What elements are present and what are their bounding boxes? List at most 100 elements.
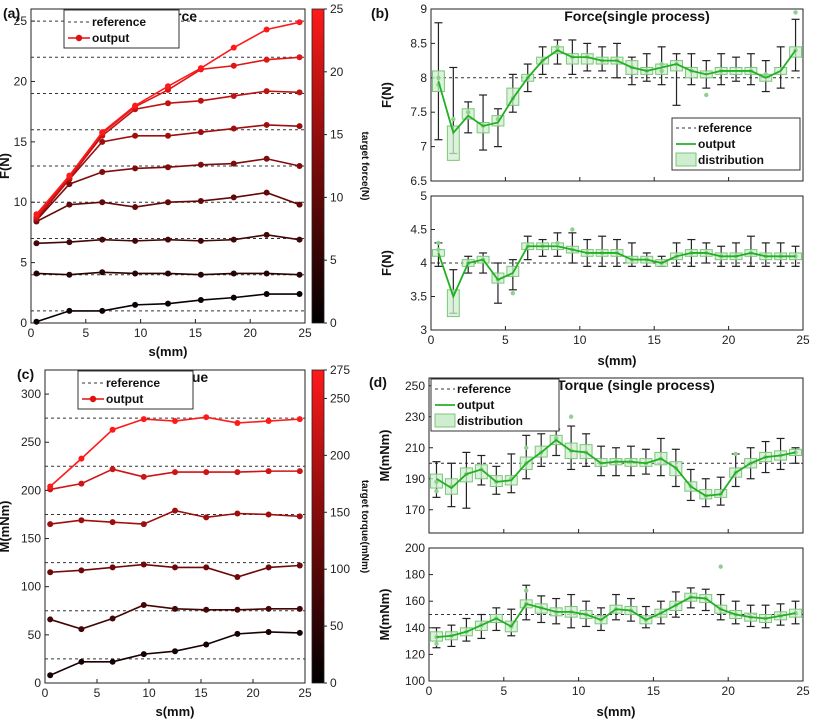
distribution-point bbox=[704, 92, 709, 98]
output-point bbox=[203, 641, 210, 648]
output-point bbox=[47, 521, 54, 528]
axes-b1: 6.5 7 7.5 8 8.5 9 bbox=[410, 2, 804, 188]
legend-output-label: output bbox=[457, 398, 494, 412]
output-point bbox=[296, 291, 303, 298]
y-tick-label: 20 bbox=[14, 74, 28, 88]
x-tick-label: 20 bbox=[244, 326, 258, 340]
output-point bbox=[47, 483, 54, 490]
distribution-point bbox=[793, 10, 798, 15]
legend-reference-label: reference bbox=[457, 382, 511, 396]
output-point bbox=[296, 605, 303, 612]
y-tick-label: 180 bbox=[405, 568, 425, 582]
y-tick-label: 10 bbox=[14, 195, 28, 209]
output-point bbox=[172, 564, 178, 571]
y-tick-label: 160 bbox=[405, 594, 425, 608]
legend-reference-label: reference bbox=[92, 15, 146, 29]
x-tick-label: 15 bbox=[647, 684, 661, 698]
plot-a: (a)Forces(mm)F(N)referenceoutput05101520… bbox=[0, 2, 370, 359]
output-point bbox=[132, 301, 139, 308]
distribution-point bbox=[434, 634, 439, 640]
output-point bbox=[172, 507, 178, 514]
y-tick-label: 8.5 bbox=[410, 36, 427, 50]
output-point bbox=[230, 92, 237, 99]
x-tick-label: 25 bbox=[298, 326, 312, 340]
output-point bbox=[296, 54, 303, 61]
plot-b1: (b) Force(single process) F(N) reference out… bbox=[371, 5, 803, 171]
output-point bbox=[132, 237, 139, 244]
output-point bbox=[203, 606, 210, 613]
legend-distribution-swatch bbox=[675, 152, 697, 167]
y-tick-label: 9 bbox=[420, 2, 427, 16]
colorbar-tick-label: 0 bbox=[330, 316, 337, 330]
x-tick-label: 15 bbox=[194, 686, 208, 700]
y-tick-label: 100 bbox=[405, 674, 425, 688]
x-tick-label: 20 bbox=[246, 686, 260, 700]
output-point bbox=[165, 199, 171, 206]
distribution-point bbox=[555, 44, 560, 50]
colorbar-tick-label: 200 bbox=[330, 448, 350, 462]
output-point bbox=[78, 658, 85, 665]
output-point bbox=[197, 237, 204, 244]
colorbar-gradient bbox=[311, 369, 325, 684]
x-tick-label: 20 bbox=[722, 333, 736, 347]
distribution-point bbox=[434, 641, 439, 646]
output-point bbox=[172, 418, 178, 425]
output-point bbox=[165, 83, 171, 90]
y-tick-label: 140 bbox=[405, 621, 425, 635]
distribution-point bbox=[436, 75, 441, 81]
y-tick-label: 0 bbox=[34, 676, 41, 690]
panel-label: (a) bbox=[3, 5, 20, 21]
output-point bbox=[296, 468, 303, 475]
output-point bbox=[296, 201, 303, 208]
x-tick-label: 25 bbox=[298, 686, 312, 700]
output-point bbox=[263, 26, 270, 33]
output-point bbox=[296, 89, 303, 96]
output-point bbox=[99, 169, 106, 176]
output-point bbox=[78, 567, 85, 574]
output-point bbox=[265, 564, 272, 571]
y-axis-label: M(mNm) bbox=[0, 501, 12, 553]
distribution-point bbox=[524, 588, 529, 593]
legend-reference-label: reference bbox=[106, 376, 160, 390]
output-line bbox=[35, 21, 300, 215]
output-point bbox=[263, 121, 270, 128]
output-point bbox=[234, 510, 241, 517]
output-point bbox=[203, 469, 210, 476]
distribution-box bbox=[446, 289, 460, 318]
output-point bbox=[66, 239, 73, 246]
legend-output-marker bbox=[75, 34, 83, 42]
x-axis-label: s(mm) bbox=[148, 344, 187, 359]
output-point bbox=[78, 517, 85, 524]
output-point bbox=[132, 102, 139, 109]
output-point bbox=[165, 300, 171, 307]
y-axis-label: M(mNm) bbox=[377, 589, 392, 641]
panel-label: (d) bbox=[369, 374, 387, 390]
colorbar-tick-label: 25 bbox=[330, 2, 344, 16]
output-point bbox=[165, 164, 171, 171]
output-point bbox=[165, 270, 171, 277]
y-axis-label: F(N) bbox=[0, 153, 12, 179]
y-tick-label: 6.5 bbox=[410, 174, 427, 188]
output-point bbox=[66, 201, 73, 208]
output-point bbox=[230, 160, 237, 167]
y-tick-label: 0 bbox=[20, 316, 27, 330]
y-tick-label: 250 bbox=[405, 379, 425, 393]
plot-frame bbox=[428, 377, 804, 534]
x-tick-label: 5 bbox=[500, 684, 507, 698]
distribution-box bbox=[446, 125, 460, 161]
output-point bbox=[172, 648, 178, 655]
output-point bbox=[140, 561, 147, 568]
x-tick-label: 15 bbox=[648, 333, 662, 347]
distribution-point bbox=[524, 445, 529, 450]
output-point bbox=[263, 88, 270, 95]
output-point bbox=[296, 513, 303, 520]
output-point bbox=[66, 172, 73, 179]
output-line bbox=[36, 191, 300, 223]
output-point bbox=[33, 270, 40, 277]
output-point bbox=[197, 161, 204, 168]
y-tick-label: 100 bbox=[21, 580, 41, 594]
x-tick-label: 0 bbox=[426, 684, 433, 698]
output-point bbox=[109, 564, 116, 571]
output-point bbox=[172, 605, 178, 612]
output-line bbox=[436, 438, 796, 497]
